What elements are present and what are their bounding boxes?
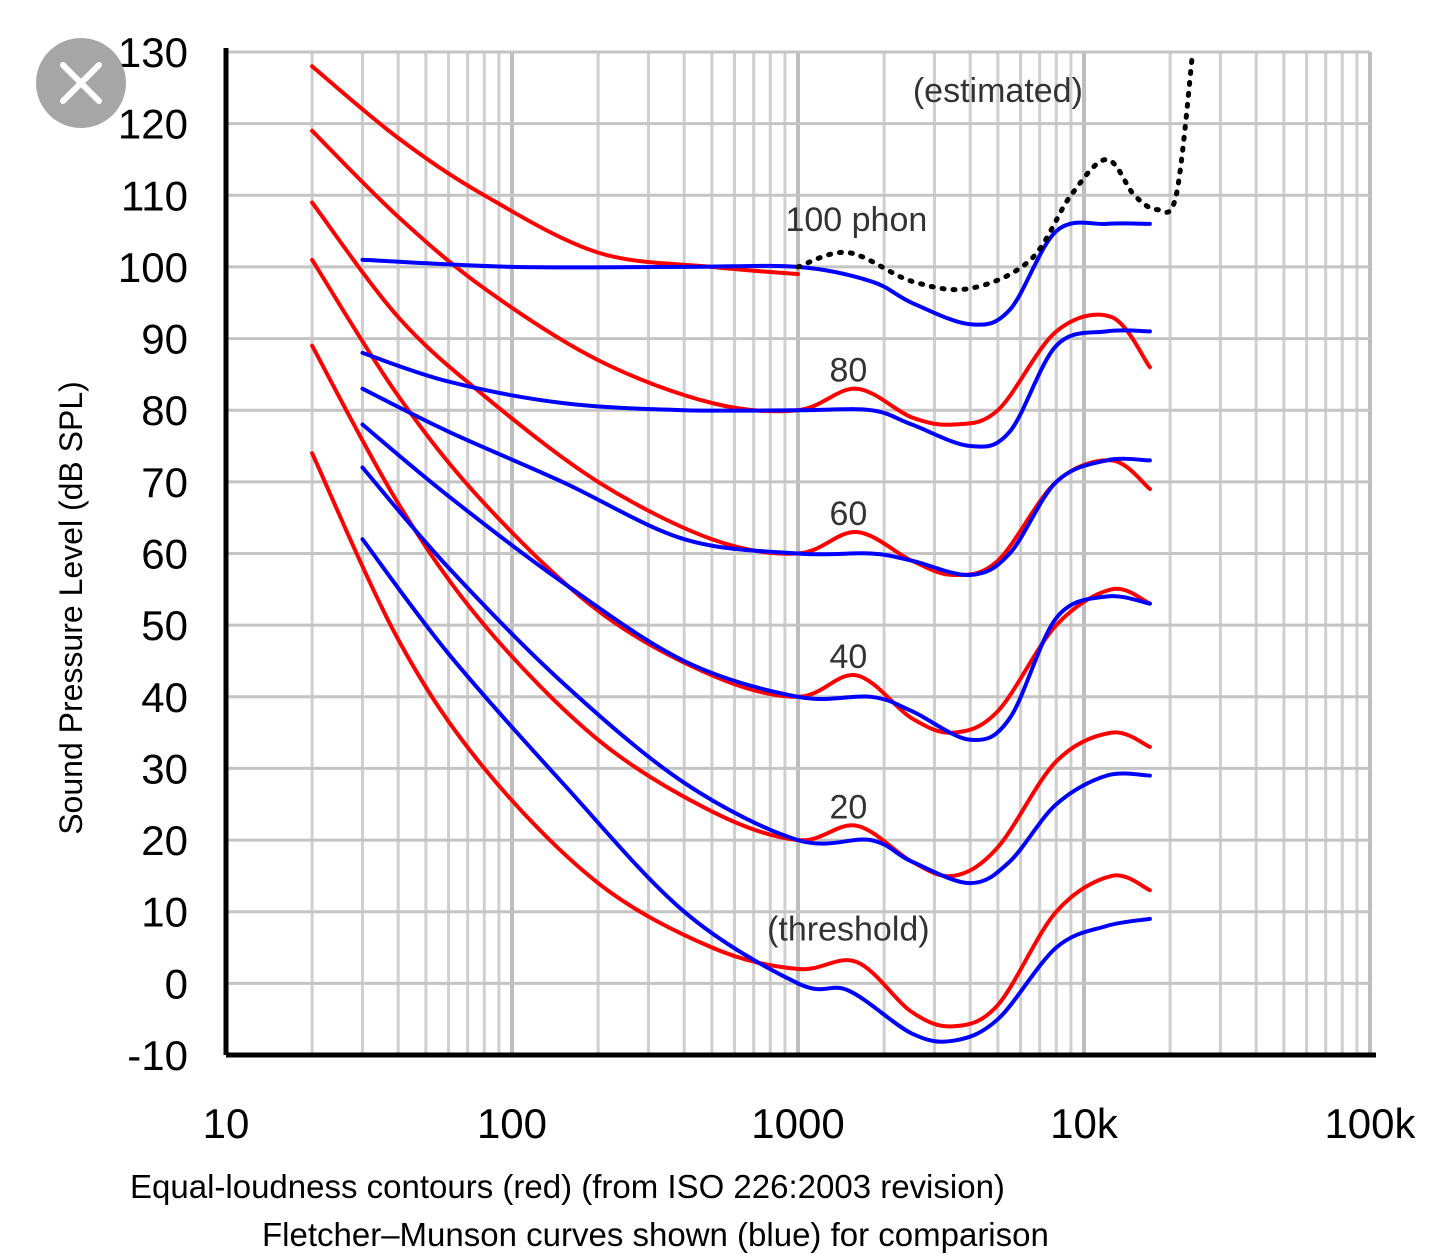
- y-tick-label: 100: [118, 244, 188, 291]
- y-tick-label: 110: [121, 172, 188, 219]
- series-line-0: [310, 64, 800, 277]
- y-tick-label: 30: [141, 745, 188, 792]
- annotation-label: (threshold): [767, 910, 930, 948]
- y-tick-label: 80: [141, 387, 188, 434]
- series-line-3: [310, 257, 1152, 735]
- x-tick-label: 100: [477, 1100, 547, 1147]
- y-tick-label: 0: [165, 960, 188, 1007]
- series-line-2: [310, 200, 1152, 578]
- y-tick-label: 10: [141, 889, 188, 936]
- series-line-7: [360, 328, 1152, 449]
- annotation-label: 20: [829, 789, 867, 827]
- caption-line-2: Fletcher–Munson curves shown (blue) for …: [262, 1216, 1049, 1253]
- y-axis-title: Sound Pressure Level (dB SPL): [53, 381, 89, 835]
- close-icon: [60, 62, 102, 104]
- y-tick-label: 50: [141, 602, 188, 649]
- annotation-label: 40: [829, 638, 867, 676]
- x-tick-label: 1000: [751, 1100, 844, 1147]
- axes: [223, 48, 1376, 1058]
- series-line-8: [360, 386, 1152, 578]
- y-tick-label: 130: [118, 29, 188, 76]
- y-tick-label: 20: [141, 817, 188, 864]
- series-line-12: [795, 49, 1196, 293]
- series-line-9: [360, 422, 1152, 743]
- series-group: [310, 49, 1196, 1044]
- y-tick-label: 60: [141, 531, 188, 578]
- grid: [224, 50, 1372, 1057]
- x-tick-label: 10k: [1050, 1100, 1119, 1147]
- series-line-1: [310, 128, 1152, 427]
- y-tick-label: 40: [141, 674, 188, 721]
- y-tick-label: 90: [141, 316, 188, 363]
- annotation-label: 100 phon: [785, 201, 927, 239]
- series-line-11: [360, 537, 1152, 1044]
- y-tick-label: -10: [127, 1032, 188, 1079]
- annotation-label: 80: [829, 352, 867, 390]
- x-tick-label: 100k: [1324, 1100, 1416, 1147]
- x-tick-label: 10: [203, 1100, 250, 1147]
- annotations: (estimated) 100 phon 80 60 40 20 (threshold): [767, 72, 1083, 948]
- series-line-6: [360, 220, 1152, 327]
- caption-line-1: Equal-loudness contours (red) (from ISO …: [130, 1168, 1005, 1205]
- series-line-5: [310, 451, 1152, 1029]
- annotation-label: (estimated): [913, 72, 1083, 110]
- y-tick-label: 120: [118, 101, 188, 148]
- annotation-label: 60: [829, 495, 867, 533]
- y-tick-label: 70: [141, 459, 188, 506]
- series-line-10: [360, 465, 1152, 886]
- close-button[interactable]: [36, 38, 126, 128]
